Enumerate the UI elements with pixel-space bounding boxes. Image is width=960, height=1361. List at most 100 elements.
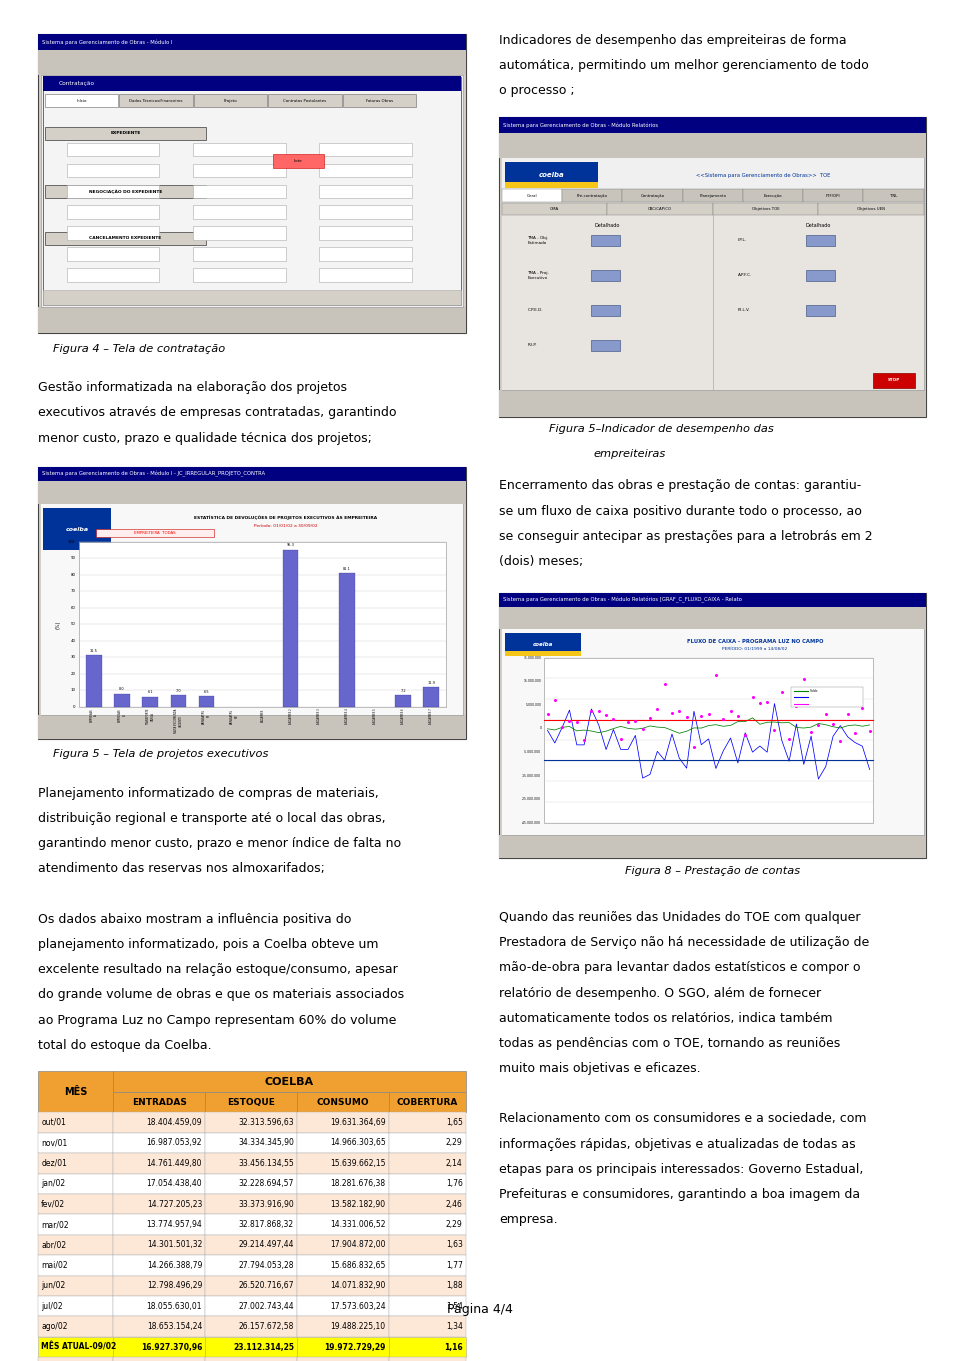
Bar xyxy=(38,1337,113,1357)
Text: Figura 5–Indicador de desempenho das: Figura 5–Indicador de desempenho das xyxy=(549,425,774,434)
Bar xyxy=(499,618,926,629)
Text: automaticamente todos os relatórios, indica também: automaticamente todos os relatórios, ind… xyxy=(499,1011,832,1025)
Bar xyxy=(590,269,620,282)
Bar xyxy=(805,269,835,282)
Text: 23.112.314,25: 23.112.314,25 xyxy=(233,1342,294,1351)
Point xyxy=(642,708,658,729)
Text: 30: 30 xyxy=(70,656,76,660)
Bar xyxy=(297,1112,389,1132)
Text: EMPRESAS
B: EMPRESAS B xyxy=(118,709,127,723)
Bar xyxy=(193,268,286,282)
Bar xyxy=(38,321,466,333)
Bar xyxy=(297,1214,389,1234)
Text: C.P.E.D.: C.P.E.D. xyxy=(527,308,542,312)
Bar xyxy=(43,76,461,91)
Bar xyxy=(205,1234,297,1255)
Bar xyxy=(297,1357,389,1361)
Bar xyxy=(205,1316,297,1337)
Point xyxy=(723,700,738,721)
Text: CONSUMO: CONSUMO xyxy=(317,1097,369,1106)
Text: 14.761.449,80: 14.761.449,80 xyxy=(147,1158,203,1168)
Bar xyxy=(297,1316,389,1337)
Text: ABRASATRU
M2: ABRASATRU M2 xyxy=(230,709,239,724)
Point xyxy=(737,724,753,746)
Text: 12.798.496,29: 12.798.496,29 xyxy=(147,1281,203,1290)
Text: 14.331.006,52: 14.331.006,52 xyxy=(330,1219,386,1229)
Bar xyxy=(113,1316,205,1337)
Text: FTF/OPI: FTF/OPI xyxy=(826,193,841,197)
Bar xyxy=(297,1296,389,1316)
Text: 19.972.729,29: 19.972.729,29 xyxy=(324,1342,386,1351)
Point xyxy=(774,682,789,704)
Bar xyxy=(389,1132,466,1153)
Text: o processo ;: o processo ; xyxy=(499,84,575,98)
Text: mão-de-obra para levantar dados estatísticos e compor o: mão-de-obra para levantar dados estatíst… xyxy=(499,961,861,974)
Bar xyxy=(499,593,926,607)
Point xyxy=(832,731,848,753)
Text: 17.904.872,00: 17.904.872,00 xyxy=(330,1240,386,1249)
Text: Planejamento informatizado de compras de materiais,: Planejamento informatizado de compras de… xyxy=(38,787,379,800)
Point xyxy=(745,686,760,708)
Bar xyxy=(193,185,286,199)
Bar xyxy=(320,143,412,157)
Point xyxy=(693,705,708,727)
Bar xyxy=(389,1214,466,1234)
Text: Objetivos TOE: Objetivos TOE xyxy=(752,207,780,211)
Text: Objetivos UEN: Objetivos UEN xyxy=(857,207,885,211)
Text: ANDAIMES 6: ANDAIMES 6 xyxy=(401,709,405,724)
Text: 6.1: 6.1 xyxy=(147,690,153,694)
Bar xyxy=(45,127,205,140)
Text: Quando das reuniões das Unidades do TOE com qualquer: Quando das reuniões das Unidades do TOE … xyxy=(499,911,861,924)
Bar xyxy=(205,1112,297,1132)
Bar xyxy=(389,1194,466,1214)
Text: 2,29: 2,29 xyxy=(446,1138,463,1147)
Point xyxy=(569,710,585,732)
Bar xyxy=(804,189,863,201)
Text: FALTA ENCOMENDA
URGENTE: FALTA ENCOMENDA URGENTE xyxy=(174,709,182,734)
Text: Pré-contratação: Pré-contratação xyxy=(577,193,608,197)
Bar xyxy=(389,1357,466,1361)
Bar xyxy=(712,203,818,215)
Bar xyxy=(205,1255,297,1275)
Bar xyxy=(66,226,159,240)
Bar xyxy=(683,189,743,201)
Bar xyxy=(66,206,159,219)
Bar xyxy=(297,1337,389,1357)
Text: coelba: coelba xyxy=(539,173,564,178)
Text: (dois) meses;: (dois) meses; xyxy=(499,555,584,568)
Point xyxy=(686,736,702,758)
Text: coelba: coelba xyxy=(533,642,554,646)
Text: 0: 0 xyxy=(540,727,541,731)
Text: ANDAIMES: ANDAIMES xyxy=(260,709,265,721)
Text: PERÍODO: 01/1999 a 14/08/02: PERÍODO: 01/1999 a 14/08/02 xyxy=(722,648,787,652)
Bar xyxy=(142,697,157,706)
Text: Página 4/4: Página 4/4 xyxy=(447,1302,513,1316)
Text: ANDAIMES 4: ANDAIMES 4 xyxy=(345,709,348,724)
Bar xyxy=(791,687,863,708)
Bar xyxy=(320,268,412,282)
Text: TNL: TNL xyxy=(890,193,897,197)
Bar xyxy=(45,185,205,199)
Text: 13.774.957,94: 13.774.957,94 xyxy=(146,1219,203,1229)
Bar xyxy=(499,836,926,847)
Text: 14.727.205,23: 14.727.205,23 xyxy=(147,1199,203,1209)
Text: Gestão informatizada na elaboração dos projetos: Gestão informatizada na elaboração dos p… xyxy=(38,381,348,395)
Text: R.I.P.: R.I.P. xyxy=(527,343,537,347)
Text: menor custo, prazo e qualidade técnica dos projetos;: menor custo, prazo e qualidade técnica d… xyxy=(38,431,372,445)
Text: -45.000.000: -45.000.000 xyxy=(522,821,541,825)
Text: Prefeituras e consumidores, garantindo a boa imagem da: Prefeituras e consumidores, garantindo a… xyxy=(499,1188,860,1200)
Text: CANCELAMENTO EXPEDIENTE: CANCELAMENTO EXPEDIENTE xyxy=(89,235,161,240)
Point xyxy=(767,720,782,742)
Bar xyxy=(499,146,926,158)
Text: ESTATÍSTICA DE DEVOLUÇÕES DE PROJETOS EXECUTIVOS ÀS EMPREITEIRA: ESTATÍSTICA DE DEVOLUÇÕES DE PROJETOS EX… xyxy=(194,516,377,520)
Text: empreiteiras: empreiteiras xyxy=(593,449,665,459)
Text: Planejamento: Planejamento xyxy=(699,193,727,197)
Point xyxy=(635,717,650,739)
Bar xyxy=(113,1071,466,1092)
Point xyxy=(840,704,855,725)
Bar xyxy=(199,697,214,706)
Bar xyxy=(38,1214,113,1234)
Text: mar/02: mar/02 xyxy=(41,1219,69,1229)
Text: 35.000.000: 35.000.000 xyxy=(523,656,541,660)
Bar xyxy=(502,189,563,201)
